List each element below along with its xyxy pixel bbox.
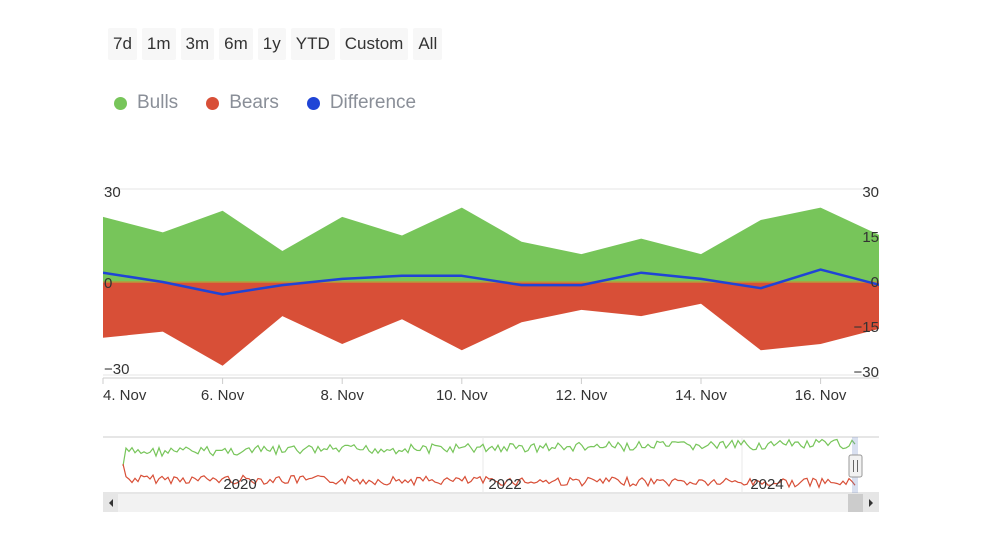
legend-label-bulls: Bulls <box>137 92 179 113</box>
legend-marker-bears <box>206 96 220 110</box>
chart-legend: Bulls Bears Difference <box>114 92 416 114</box>
x-axis-label-1: 6. Nov <box>201 387 245 404</box>
right-axis-label-0: 30 <box>862 184 879 201</box>
legend-label-difference: Difference <box>329 92 417 113</box>
legend-item-bears[interactable]: Bears <box>206 92 279 114</box>
legend-label-bears: Bears <box>229 92 279 113</box>
left-axis-label-2: −30 <box>104 361 129 378</box>
navigator-bulls-line <box>122 438 856 467</box>
navigator-year-label-2: 2024 <box>750 476 783 493</box>
difference-line <box>103 268 879 296</box>
x-axis-label-3: 10. Nov <box>436 387 488 404</box>
legend-item-difference[interactable]: Difference <box>306 92 417 114</box>
left-axis-label-0: 30 <box>104 184 121 201</box>
bulls-area <box>103 207 879 282</box>
range-custom-button[interactable]: Custom <box>339 28 409 60</box>
x-axis-label-4: 12. Nov <box>556 387 608 404</box>
range-1y-button[interactable]: 1y <box>257 28 286 60</box>
legend-marker-difference <box>306 96 320 110</box>
legend-item-bulls[interactable]: Bulls <box>114 92 178 114</box>
range-ytd-button[interactable]: YTD <box>290 28 335 60</box>
x-axis-label-2: 8. Nov <box>321 387 365 404</box>
navigator-handle[interactable] <box>848 454 863 478</box>
right-axis-label-2: 0 <box>871 274 879 291</box>
left-axis-label-1: 0 <box>104 275 112 292</box>
range-6m-button[interactable]: 6m <box>219 28 253 60</box>
range-selector: 7d 1m 3m 6m 1y YTD Custom All <box>108 28 443 60</box>
plot-series <box>103 207 879 366</box>
scroll-right-arrow-icon <box>869 499 873 507</box>
range-1m-button[interactable]: 1m <box>141 28 176 60</box>
right-axis-label-3: −15 <box>854 319 879 336</box>
x-axis-label-5: 14. Nov <box>675 387 727 404</box>
legend-marker-bulls <box>114 96 127 110</box>
right-axis-label-4: −30 <box>854 364 879 381</box>
navigator-year-label-0: 2020 <box>223 476 256 493</box>
x-axis-label-0: 4. Nov <box>103 387 147 404</box>
navigator-year-label-1: 2022 <box>488 476 521 493</box>
range-3m-button[interactable]: 3m <box>180 28 215 60</box>
scrollbar-thumb[interactable] <box>848 494 863 512</box>
range-all-button[interactable]: All <box>413 28 443 60</box>
bears-area <box>103 282 879 366</box>
right-axis-label-1: 15 <box>862 229 879 246</box>
scroll-left-arrow-icon <box>109 499 113 507</box>
x-axis-label-6: 16. Nov <box>795 387 847 404</box>
navigator-bears-line <box>122 463 856 490</box>
scrollbar-track <box>103 494 879 512</box>
range-7d-button[interactable]: 7d <box>108 28 137 60</box>
